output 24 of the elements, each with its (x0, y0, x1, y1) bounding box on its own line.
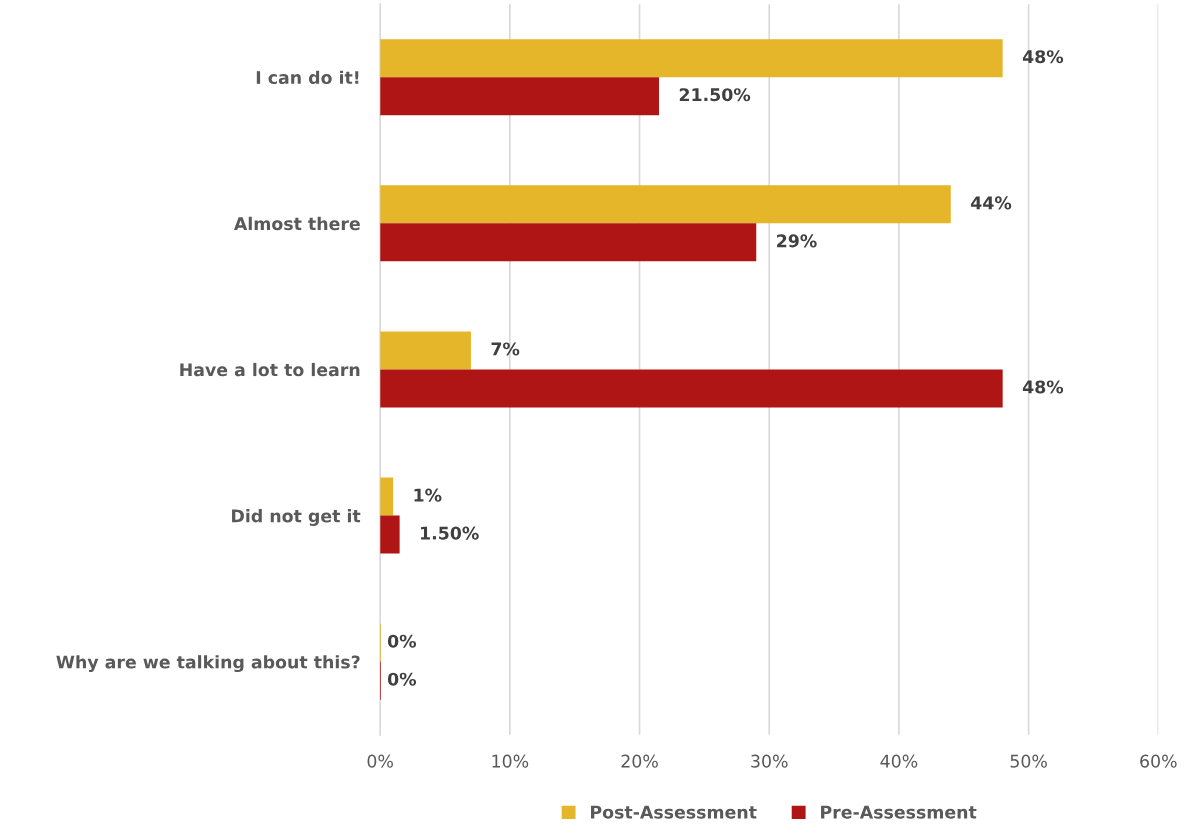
x-tick-label: 30% (751, 754, 788, 768)
y-tick-label: Did not get it (232, 509, 361, 526)
data-label: 48% (1022, 50, 1064, 64)
x-tick-label: 40% (880, 754, 918, 768)
y-tick-label: Why are we talking about this? (56, 655, 360, 673)
data-label: 7% (491, 342, 520, 356)
x-tick-label: 60% (1140, 754, 1177, 768)
data-label: 0% (387, 672, 417, 686)
data-label: 1.50% (421, 526, 479, 540)
data-label: 1% (414, 488, 442, 502)
x-tick-label: 0% (367, 754, 393, 768)
x-tick-label: 20% (621, 754, 658, 768)
y-tick-label: I can do it! (256, 70, 359, 85)
legend-label: Pre-Assessment (821, 805, 977, 819)
x-tick-label: 10% (492, 754, 529, 768)
data-label: 48% (1022, 380, 1064, 394)
data-label: 29% (777, 234, 817, 248)
data-label: 21.50% (679, 88, 751, 102)
y-tick-label: Have a lot to learn (180, 362, 360, 377)
legend-label: Post-Assessment (591, 805, 757, 819)
data-label: 44% (971, 196, 1012, 210)
x-tick-label: 50% (1010, 754, 1047, 768)
y-tick-label: Almost there (233, 216, 360, 231)
data-label: 0% (387, 634, 417, 648)
